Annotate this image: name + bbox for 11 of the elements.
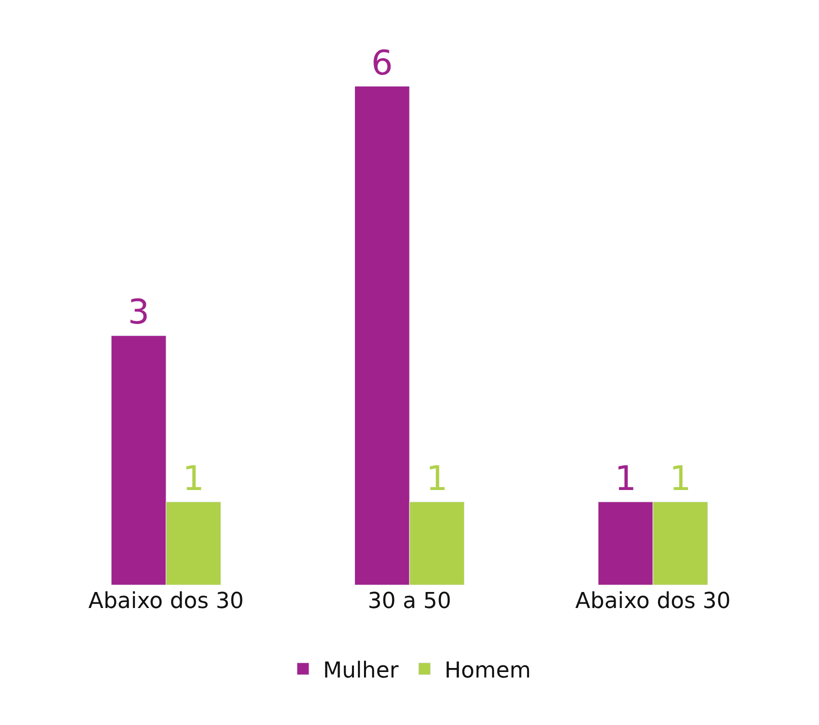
data-label: 6 bbox=[371, 43, 393, 84]
data-label: 3 bbox=[128, 292, 150, 333]
data-label: 1 bbox=[182, 458, 204, 499]
x-tick-label: Abaixo dos 30 bbox=[88, 589, 244, 614]
legend-label: Homem bbox=[444, 658, 531, 684]
legend-label: Mulher bbox=[323, 658, 400, 684]
data-label: 1 bbox=[426, 458, 448, 499]
data-label: 1 bbox=[670, 458, 692, 499]
x-tick-label: Abaixo dos 30 bbox=[575, 589, 731, 614]
x-tick-label: 30 a 50 bbox=[368, 589, 452, 614]
data-label: 1 bbox=[614, 458, 636, 499]
